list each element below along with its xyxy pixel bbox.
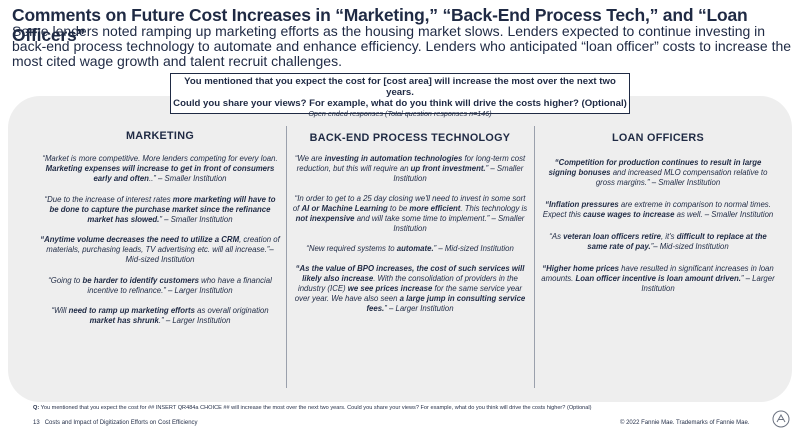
- quote-text: “In order to get to a 25 day closing we'…: [292, 194, 526, 213]
- quote-text: to be: [387, 204, 410, 213]
- column-divider: [286, 126, 287, 388]
- quote: “Market is more competitive. More lender…: [40, 154, 280, 184]
- quote-emphasis: “Anytime volume decreases the need to ut…: [40, 235, 240, 244]
- column-loan-officers: LOAN OFFICERS “Competition for productio…: [540, 128, 776, 306]
- quote-emphasis: not inexpensive: [295, 214, 355, 223]
- quote-text: ” – Smaller Institution: [159, 214, 233, 224]
- quote-text: ”– Mid-sized Institution: [650, 242, 729, 251]
- question-line-1: You mentioned that you expect the cost f…: [184, 76, 616, 98]
- quote-text: , creation of materials, purchasing lead…: [46, 235, 280, 264]
- quote-list: “Competition for production continues to…: [540, 158, 776, 294]
- quote-text: as well. – Smaller Institution: [674, 210, 774, 219]
- quote-emphasis: “Inflation pressures: [545, 200, 619, 209]
- quote-text: .” – Larger Institution: [158, 316, 231, 325]
- quote-emphasis: veteran loan officers retire: [563, 232, 661, 241]
- quote-emphasis: investing in automation technologies: [324, 154, 463, 163]
- quote-text: ” – Mid-sized Institution: [433, 244, 514, 253]
- quote-list: “We are investing in automation technolo…: [292, 154, 528, 314]
- quote-text: “Due to the increase of interest rates: [44, 194, 173, 204]
- quote-list: “Market is more competitive. More lender…: [40, 154, 280, 326]
- quote-text: “Will: [51, 306, 69, 315]
- footnote-text: You mentioned that you expect the cost f…: [39, 405, 592, 411]
- quote-text: “New required systems to: [306, 244, 397, 253]
- quote-emphasis: need to ramp up marketing efforts: [68, 306, 195, 315]
- quote-text: “Market is more competitive. More lender…: [42, 154, 278, 163]
- footnote-label: Q:: [33, 405, 40, 411]
- question-note: Open ended responses (Total question res…: [308, 109, 492, 118]
- quote-text: “We are: [294, 154, 325, 163]
- content-panel: [8, 96, 792, 402]
- quote: “Going to be harder to identify customer…: [40, 276, 280, 296]
- quote: “Due to the increase of interest rates m…: [40, 195, 280, 225]
- question-footnote: Q: You mentioned that you expect the cos…: [33, 405, 592, 411]
- quote: “As veteran loan officers retire, it's d…: [540, 232, 776, 252]
- question-box: You mentioned that you expect the cost f…: [170, 73, 630, 118]
- quote-emphasis: up front investment.: [410, 164, 486, 173]
- quote-text: . With the consolidation of providers in…: [297, 274, 518, 293]
- page-subtitle: Some lenders noted ramping up marketing …: [12, 23, 792, 69]
- quote: “Competition for production continues to…: [540, 158, 776, 188]
- quote-emphasis: automate.: [396, 244, 434, 253]
- quote-text: for long-term cost reduction, but this w…: [296, 154, 526, 173]
- quote-text: and increased MLO compensation relative …: [595, 168, 768, 187]
- quote-emphasis: “Higher home prices: [542, 264, 619, 273]
- quote-text: who have a financial incentive to refina…: [87, 275, 272, 295]
- column-marketing: MARKETING “Market is more competitive. M…: [40, 128, 280, 337]
- quote: “We are investing in automation technolo…: [292, 154, 528, 184]
- column-heading: BACK-END PROCESS TECHNOLOGY: [309, 132, 511, 144]
- quote: “In order to get to a 25 day closing we'…: [292, 194, 528, 234]
- quote-emphasis: AI or Machine Learning: [301, 204, 388, 213]
- column-divider: [534, 126, 535, 388]
- quote-emphasis: “Competition for production continues to…: [548, 158, 762, 177]
- quote-text: ” – Larger Institution: [384, 304, 454, 313]
- quote-text: , it's: [660, 232, 677, 241]
- quote-emphasis: cause wages to increase: [583, 210, 675, 219]
- quote-emphasis: more marketing will have to be done to c…: [49, 194, 276, 224]
- quote-text: ” – Smaller Institution: [393, 164, 524, 183]
- quote-text: have resulted in significant increases i…: [541, 264, 774, 283]
- quote-emphasis: Marketing expenses will increase to get …: [45, 164, 275, 183]
- quote-text: ..” – Smaller Institution: [148, 174, 227, 183]
- quote-emphasis: Loan officer incentive is loan amount dr…: [575, 274, 741, 283]
- page-title: Comments on Future Cost Increases in “Ma…: [12, 5, 748, 45]
- fannie-mae-logo-icon: [772, 410, 790, 428]
- quote-emphasis: more efficient: [409, 204, 461, 213]
- question-line-2: Could you share your views? For example,…: [173, 98, 627, 109]
- quote-emphasis: we see prices increase: [347, 284, 433, 293]
- column-heading: MARKETING: [125, 130, 195, 142]
- page-number: 13: [33, 420, 40, 426]
- quote-emphasis: “As the value of BPO increases, the cost…: [295, 264, 525, 283]
- quote: “Inflation pressures are extreme in comp…: [540, 200, 776, 220]
- footer-left: 13 Costs and Impact of Digitization Effo…: [33, 420, 198, 426]
- quote-text: as overall origination: [194, 306, 269, 315]
- quote-emphasis: difficult to replace at the same rate of…: [587, 232, 767, 251]
- quote-text: “As: [549, 232, 564, 241]
- quote-emphasis: a large jump in consulting service fees.: [366, 294, 526, 313]
- quote: “Anytime volume decreases the need to ut…: [40, 235, 280, 265]
- quote-text: “Going to: [48, 275, 83, 285]
- quote-text: ” – Larger Institution: [641, 274, 775, 293]
- quote: “As the value of BPO increases, the cost…: [292, 264, 528, 314]
- copyright: © 2022 Fannie Mae. Trademarks of Fannie …: [620, 420, 750, 426]
- column-back-end-process-technology: BACK-END PROCESS TECHNOLOGY “We are inve…: [292, 128, 528, 324]
- quote-text: . This technology is: [460, 204, 528, 213]
- quote-emphasis: be harder to identify customers: [82, 275, 199, 285]
- document-title: Costs and Impact of Digitization Efforts…: [44, 420, 198, 426]
- quote-emphasis: market has shrunk: [89, 316, 159, 325]
- quote: “Higher home prices have resulted in sig…: [540, 264, 776, 294]
- quote: “New required systems to automate.” – Mi…: [292, 244, 528, 254]
- column-heading: LOAN OFFICERS: [611, 132, 705, 144]
- quote-text: and will take some time to implement.” –…: [354, 214, 525, 233]
- quote: “Will need to ramp up marketing efforts …: [40, 306, 280, 326]
- quote-text: are extreme in comparison to normal time…: [542, 200, 771, 219]
- quote-text: for the same service year over year. We …: [294, 284, 523, 303]
